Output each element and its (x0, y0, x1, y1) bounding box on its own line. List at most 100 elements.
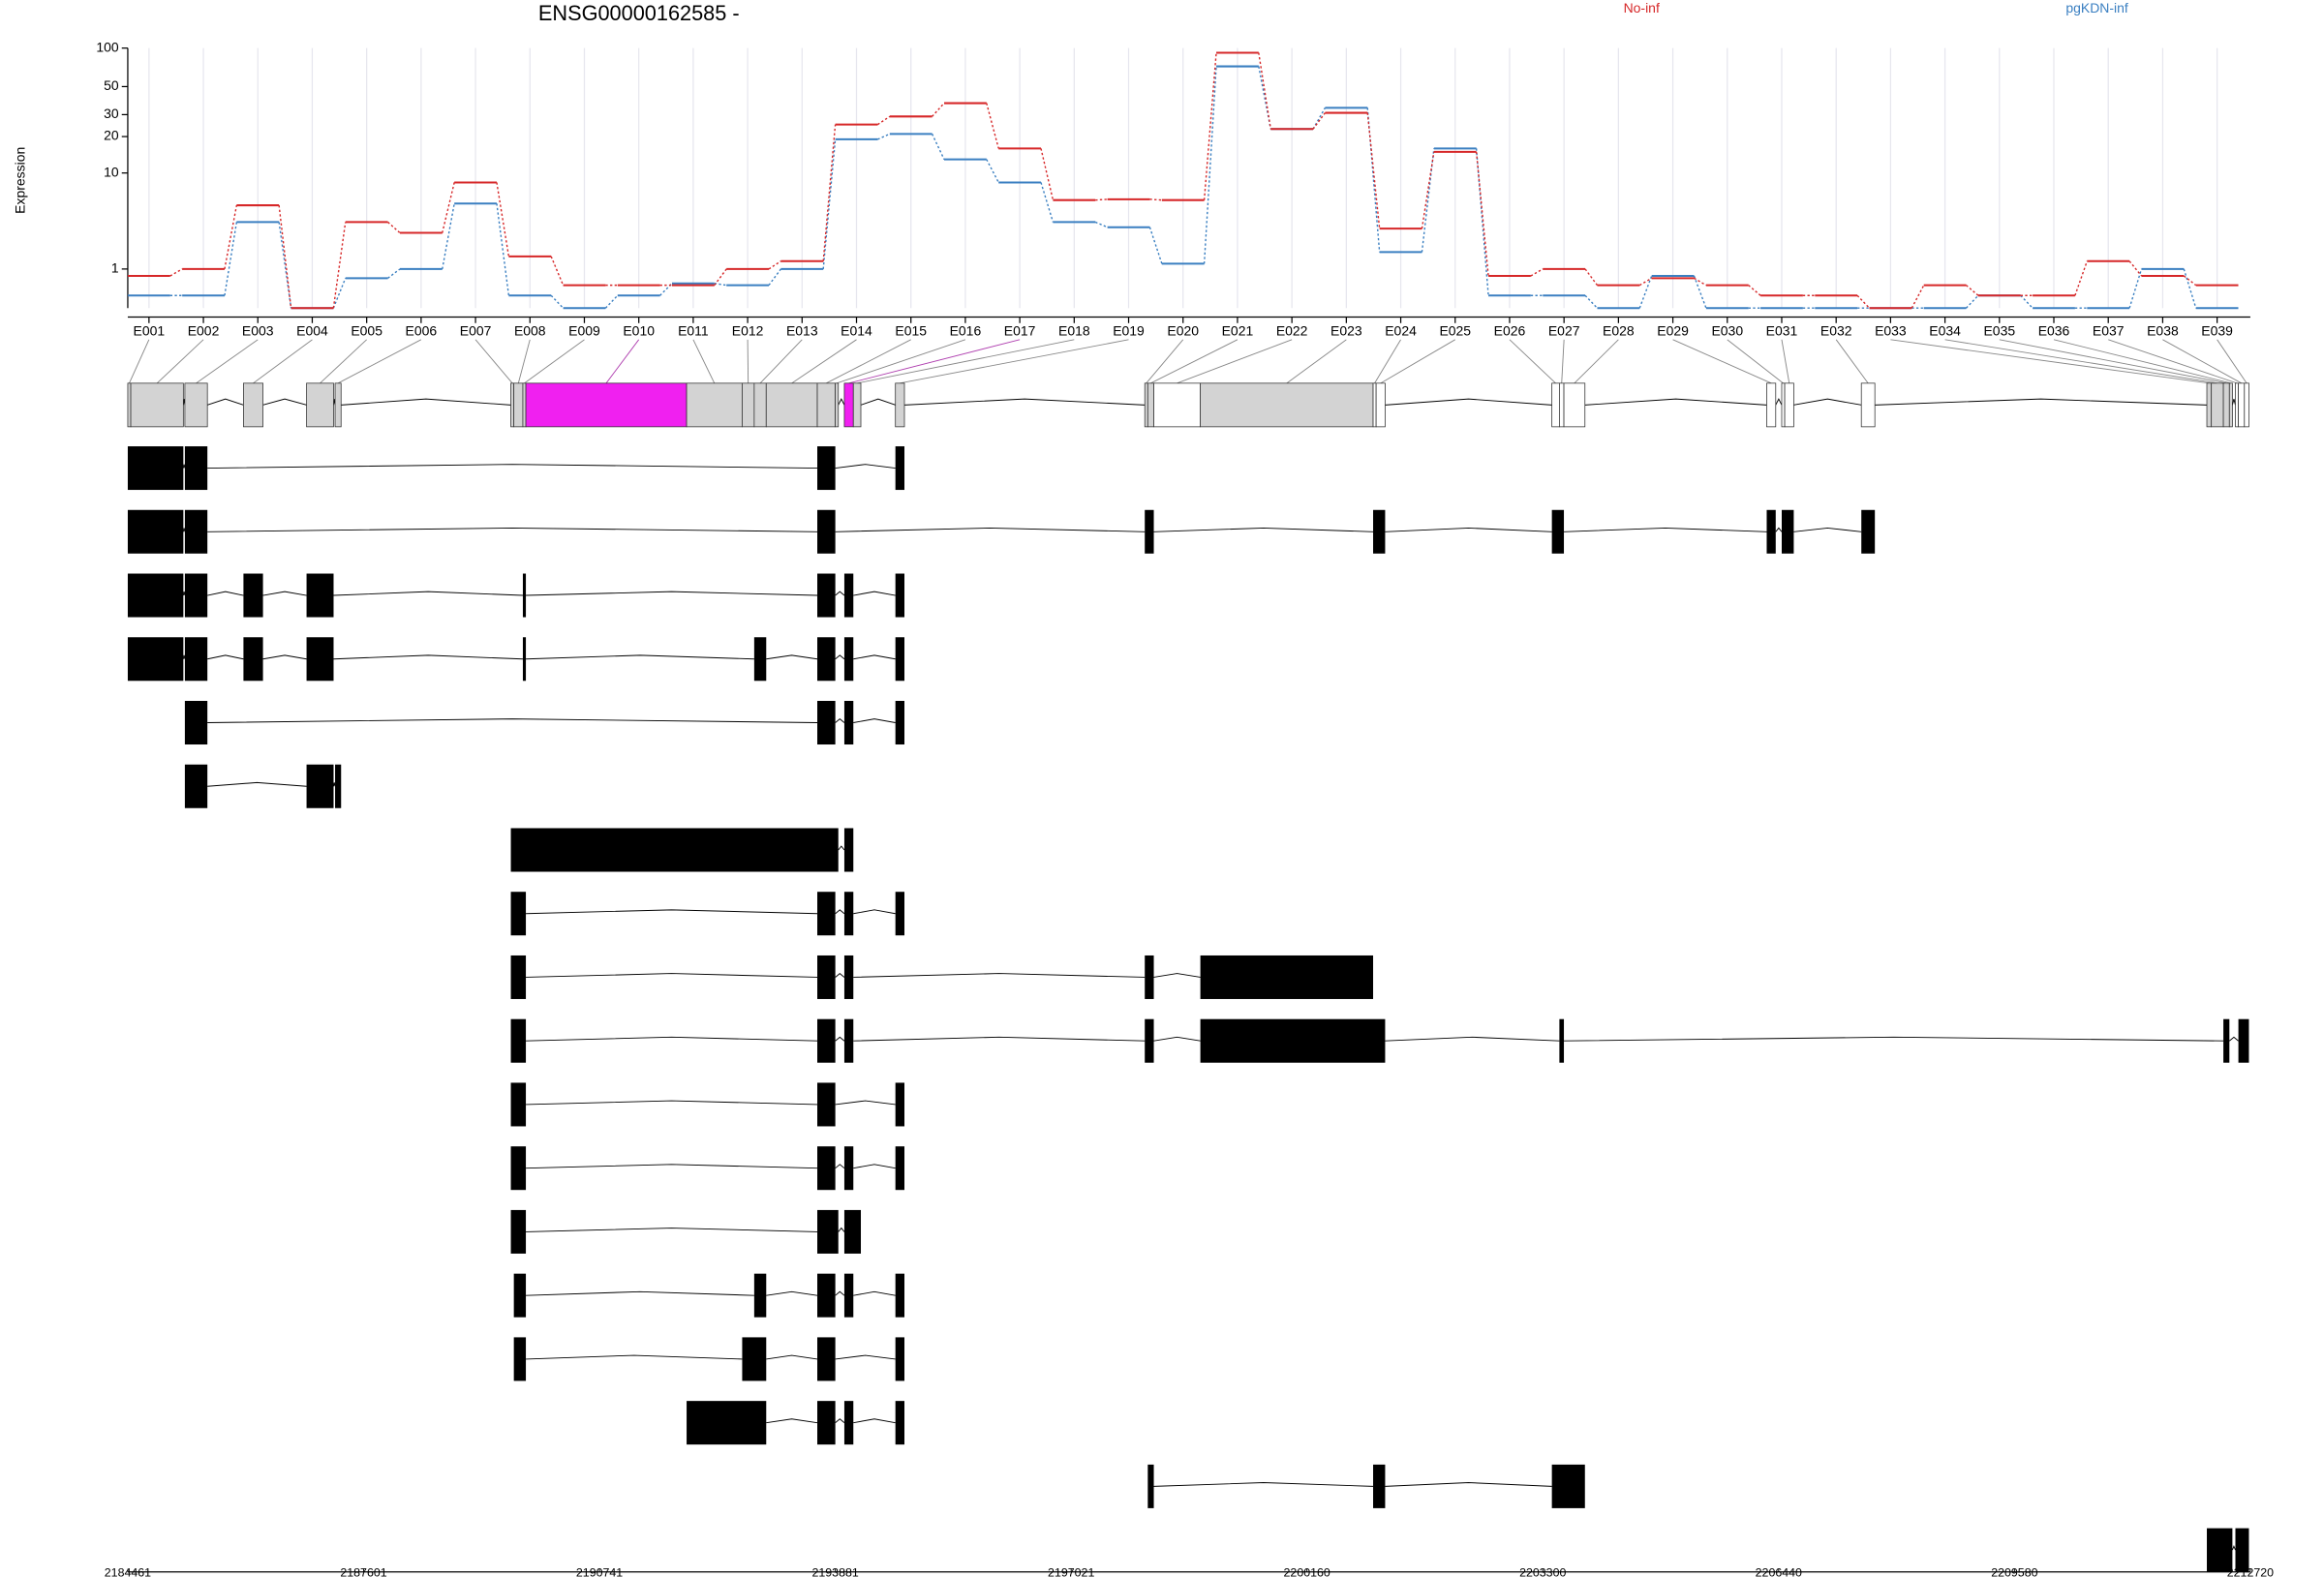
series-connector (931, 134, 945, 160)
series-connector (1421, 148, 1435, 253)
transcript-exon (2223, 1018, 2230, 1063)
series-connector (1475, 148, 1489, 296)
intron (207, 464, 818, 470)
intron (526, 1164, 818, 1169)
x-tick-label: E013 (786, 323, 818, 339)
series-connector (1584, 268, 1599, 287)
exon (2228, 382, 2233, 428)
intron (207, 654, 244, 660)
transcript-exon (843, 1146, 854, 1191)
series-connector (822, 138, 837, 269)
intron (207, 527, 818, 532)
series-connector (169, 268, 183, 277)
exon-connector (129, 339, 150, 384)
exon-connector (2162, 339, 2242, 384)
transcript-exon (1861, 509, 1876, 554)
exon (1153, 382, 1202, 428)
exon-connector (337, 339, 422, 384)
intron (182, 591, 186, 596)
series-connector (496, 203, 510, 296)
transcript-exon (1373, 1464, 1386, 1508)
transcript-exon (2235, 1528, 2249, 1572)
transcript-exon (895, 446, 905, 491)
exon-connector (320, 339, 367, 384)
exon-connector (517, 339, 531, 383)
x-tick-label: E023 (1330, 323, 1362, 339)
series-connector (1638, 275, 1653, 309)
x-tick-label: E029 (1657, 323, 1689, 339)
intron (207, 781, 307, 787)
exon-connector (1672, 339, 1772, 384)
series-connector (1258, 66, 1271, 130)
intron (1875, 398, 2208, 406)
exon (130, 382, 184, 428)
transcript-exon (184, 509, 208, 554)
exon-connector (196, 339, 259, 384)
exon (184, 382, 208, 428)
transcript-exon (817, 637, 836, 682)
series-connector (1094, 221, 1108, 228)
x-tick-label: E022 (1276, 323, 1308, 339)
intron (838, 1227, 845, 1232)
x-tick-label: E020 (1167, 323, 1199, 339)
transcript-exon (895, 637, 905, 682)
x-tick-label: E004 (296, 323, 328, 339)
exon-connector (791, 339, 857, 384)
transcript-exon (335, 764, 342, 808)
genome-tick-label: 2187601 (340, 1566, 386, 1577)
transcript-exon (895, 701, 905, 745)
series-connector (442, 203, 455, 270)
series-connector (1366, 112, 1381, 229)
intron (262, 398, 307, 406)
transcript-exon (843, 955, 854, 999)
series-connector (224, 204, 238, 270)
intron (333, 591, 523, 596)
transcript-exon (843, 1018, 854, 1063)
transcript-exon (817, 955, 836, 999)
series-connector (442, 182, 455, 233)
exon (1563, 382, 1586, 428)
y-tick-label: 30 (104, 106, 119, 121)
exon (1144, 382, 1148, 428)
exon-connector (1150, 339, 1238, 384)
intron (835, 1290, 845, 1296)
intron (1385, 398, 1552, 406)
transcript-exon (817, 892, 836, 936)
series-connector (714, 283, 727, 287)
intron (766, 1418, 818, 1424)
exon-connector (1944, 339, 2217, 384)
genome-tick-label: 2200160 (1284, 1566, 1330, 1577)
exon-connector (1380, 339, 1455, 384)
x-tick-label: E024 (1385, 323, 1417, 339)
intron (1793, 398, 1862, 406)
x-tick-label: E025 (1439, 323, 1471, 339)
x-tick-label: E026 (1494, 323, 1526, 339)
transcript-exon (184, 573, 208, 618)
intron (2231, 1545, 2236, 1551)
intron (766, 1290, 818, 1296)
exon-connector (2108, 339, 2238, 384)
intron (526, 973, 818, 978)
transcript-exon (243, 573, 263, 618)
series-connector (2128, 268, 2143, 309)
y-axis-label: Expression (12, 147, 27, 214)
transcript-exon (895, 1146, 905, 1191)
exon-connector (2217, 339, 2248, 384)
transcript-exon (184, 446, 208, 491)
intron (526, 1100, 818, 1106)
transcript-exon (753, 1273, 767, 1318)
transcript-exon (817, 1018, 836, 1063)
exon (2238, 382, 2246, 428)
series-connector (1095, 198, 1108, 201)
exon (334, 382, 342, 428)
series-connector (2183, 268, 2197, 309)
series-connector (604, 294, 619, 309)
chart-title: ENSG00000162585 - (538, 1, 740, 25)
x-tick-label: E037 (2093, 323, 2125, 339)
exon (852, 382, 862, 428)
transcript-exon (843, 1401, 854, 1445)
intron (1385, 527, 1552, 532)
series-connector (1530, 268, 1544, 277)
